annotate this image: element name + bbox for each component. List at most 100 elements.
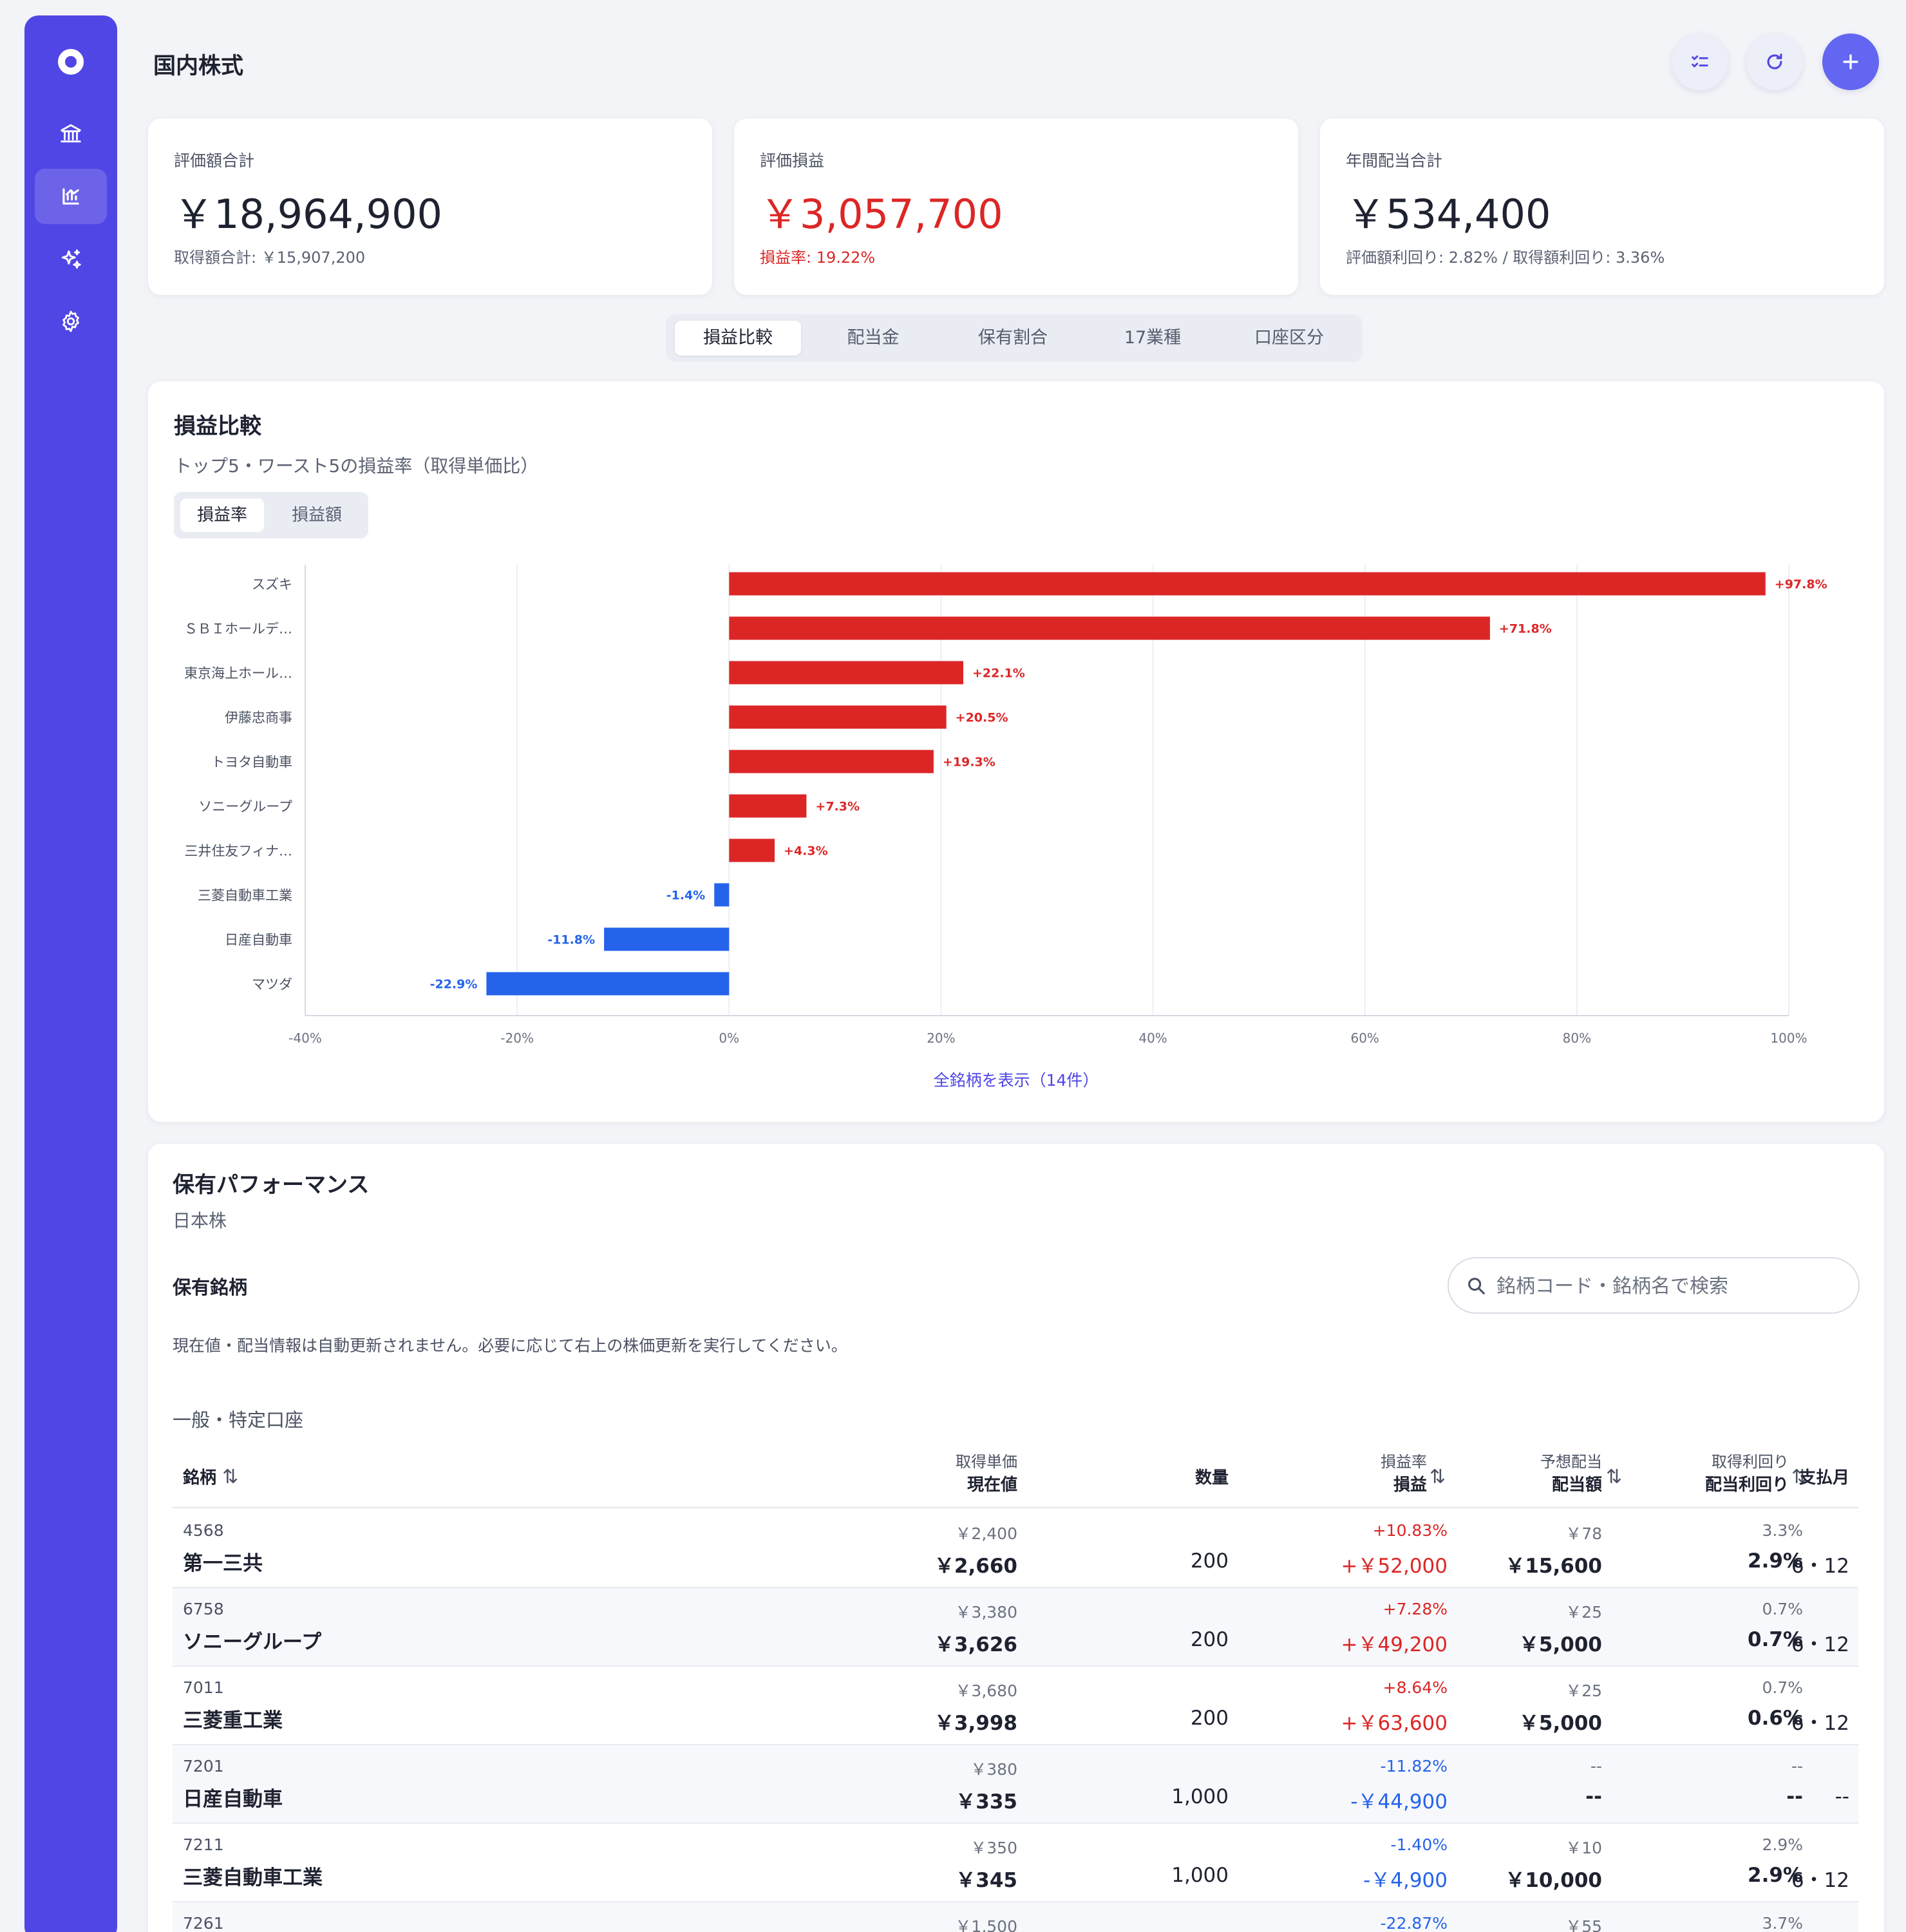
toggle-amount[interactable]: 損益額: [291, 506, 342, 525]
section-subtitle: 日本株: [173, 1210, 227, 1231]
sidebar-item-ai[interactable]: [35, 232, 107, 287]
show-all-link[interactable]: 全銘柄を表示（14件）: [933, 1071, 1099, 1090]
table-row[interactable]: 7261 ￥1,500 -22.87% ￥55 3.7%: [173, 1902, 1858, 1932]
category-label: ソニーグループ: [198, 799, 292, 815]
stock-name: 第一三共: [183, 1552, 263, 1575]
stock-code: 7201: [183, 1757, 224, 1776]
bar: [604, 927, 730, 951]
bar: [729, 794, 807, 818]
tab-allocation[interactable]: 保有割合: [978, 328, 1048, 348]
header-pl[interactable]: 損益率 損益: [1381, 1453, 1427, 1495]
pay-month: 6・12: [1791, 1633, 1849, 1656]
header-dividend[interactable]: 予想配当 配当額: [1540, 1453, 1602, 1495]
tab-pl-comparison[interactable]: 損益比較: [675, 321, 801, 355]
header-yield[interactable]: 取得利回り 配当利回り: [1704, 1453, 1789, 1495]
bar: [729, 750, 934, 773]
quantity: 200: [1190, 1707, 1229, 1730]
table-row[interactable]: 4568 第一三共 ￥2,400 ￥2,660 200 +10.83% +￥52,000 ￥7…: [173, 1510, 1858, 1588]
bar: [729, 661, 963, 685]
header-name[interactable]: 銘柄 ⇅: [183, 1466, 239, 1488]
category-label: 伊藤忠商事: [225, 710, 292, 726]
table-row[interactable]: 7211 三菱自動車工業 ￥350 ￥345 1,000 -1.40% -￥4,900 ￥10…: [173, 1824, 1858, 1902]
table-row[interactable]: 6758 ソニーグループ ￥3,380 ￥3,626 200 +7.28% +￥49,200…: [173, 1588, 1858, 1667]
stock-code: 7261: [183, 1914, 224, 1932]
account-type-label: 一般・特定口座: [173, 1409, 304, 1431]
bar: [729, 838, 775, 862]
cost-yield: 3.7%: [1762, 1914, 1803, 1932]
summary-label: 評価損益: [760, 151, 825, 170]
x-tick-label: 80%: [1563, 1030, 1591, 1046]
stock-code: 6758: [183, 1600, 224, 1618]
data-label: -11.8%: [547, 933, 595, 947]
view-tabs: 損益比較 配当金 保有割合 17業種 口座区分: [666, 314, 1363, 362]
refresh-prices-button[interactable]: [1746, 33, 1803, 90]
cost-price: ￥380: [970, 1760, 1017, 1779]
x-tick-label: 100%: [1770, 1030, 1807, 1046]
expected-dividend: ￥25: [1565, 1681, 1602, 1700]
page-title: 国内株式: [153, 53, 244, 79]
bar: [729, 572, 1766, 596]
x-tick-label: 60%: [1350, 1030, 1379, 1046]
search-input[interactable]: [1496, 1267, 1844, 1305]
x-tick-label: -40%: [288, 1030, 322, 1046]
category-label: マツダ: [252, 977, 292, 992]
tab-dividends[interactable]: 配当金: [847, 328, 900, 348]
sort-icon[interactable]: ⇅: [1791, 1466, 1808, 1488]
table-row[interactable]: 7011 三菱重工業 ￥3,680 ￥3,998 200 +8.64% +￥63,600 ￥2…: [173, 1667, 1858, 1745]
sparkles-icon: [61, 249, 81, 269]
data-label: +22.1%: [972, 667, 1025, 681]
section-subtitle: トップ5・ワースト5の損益率（取得単価比）: [174, 455, 539, 477]
stock-name: 日産自動車: [183, 1788, 283, 1811]
pl-comparison-card: 損益比較 トップ5・ワースト5の損益率（取得単価比） 損益率 損益額 -40% -…: [148, 381, 1884, 1122]
cost-yield: 2.9%: [1762, 1835, 1803, 1854]
pay-month: 6・12: [1791, 1555, 1849, 1578]
data-label: +97.8%: [1775, 578, 1827, 592]
quantity: 1,000: [1171, 1864, 1229, 1887]
sidebar-item-settings[interactable]: [35, 294, 107, 349]
bar: [729, 705, 947, 729]
sort-icon[interactable]: ⇅: [1430, 1466, 1446, 1488]
toggle-rate[interactable]: 損益率: [180, 498, 264, 532]
holdings-table-header: 銘柄 ⇅ 取得単価 現在値 数量 損益率 損益 ⇅ 予想配当 配当額 ⇅ 取得利回り配…: [173, 1446, 1858, 1508]
sidebar-item-stocks[interactable]: [35, 169, 107, 224]
header-quantity: 数量: [1194, 1468, 1229, 1488]
pl-amount: +￥49,200: [1341, 1633, 1448, 1656]
current-price: ￥335: [956, 1790, 1017, 1814]
update-notice: 現在値・配当情報は自動更新されません。必要に応じて右上の株価更新を実行してくださ…: [173, 1336, 847, 1355]
bar: [729, 616, 1490, 640]
summary-value: ￥3,057,700: [760, 191, 1003, 238]
pl-rate: +8.64%: [1382, 1678, 1448, 1697]
checklist-button[interactable]: [1672, 33, 1728, 90]
summary-label: 評価額合計: [174, 151, 255, 170]
sidebar-item-bank[interactable]: [35, 106, 107, 161]
expected-dividend: ￥55: [1565, 1917, 1602, 1932]
quantity: 200: [1190, 1549, 1229, 1573]
dividend-amount: ￥10,000: [1505, 1869, 1602, 1892]
app-logo[interactable]: [58, 49, 84, 75]
add-holding-button[interactable]: [1822, 33, 1879, 90]
data-label: -22.9%: [430, 978, 478, 992]
category-label: 三菱自動車工業: [198, 888, 292, 904]
sort-icon[interactable]: ⇅: [1606, 1466, 1623, 1488]
tab-account-type[interactable]: 口座区分: [1254, 328, 1324, 348]
pl-rate: -1.40%: [1390, 1835, 1448, 1854]
table-row[interactable]: 7201 日産自動車 ￥380 ￥335 1,000 -11.82% -￥44,900 -- -…: [173, 1745, 1858, 1824]
pay-month: 6・12: [1791, 1869, 1849, 1892]
header-pay-month: 支払月: [1798, 1468, 1849, 1488]
x-tick-label: 20%: [927, 1030, 955, 1046]
x-tick-label: 0%: [719, 1030, 739, 1046]
sidebar: [24, 15, 117, 1932]
quantity: 200: [1190, 1628, 1229, 1651]
section-title: 保有パフォーマンス: [173, 1172, 370, 1198]
expected-dividend: ￥78: [1565, 1524, 1602, 1543]
pay-month: 6・12: [1791, 1712, 1849, 1735]
stock-name: 三菱自動車工業: [183, 1866, 323, 1889]
plus-icon: [1843, 54, 1858, 70]
metric-toggle: 損益率 損益額: [174, 492, 368, 538]
sort-icon[interactable]: ⇅: [222, 1466, 239, 1488]
tab-17-sectors[interactable]: 17業種: [1124, 328, 1182, 348]
bank-icon: [61, 124, 81, 143]
dividend-amount: ￥5,000: [1518, 1712, 1602, 1735]
current-price: ￥345: [956, 1869, 1017, 1892]
data-label: +20.5%: [956, 711, 1008, 725]
